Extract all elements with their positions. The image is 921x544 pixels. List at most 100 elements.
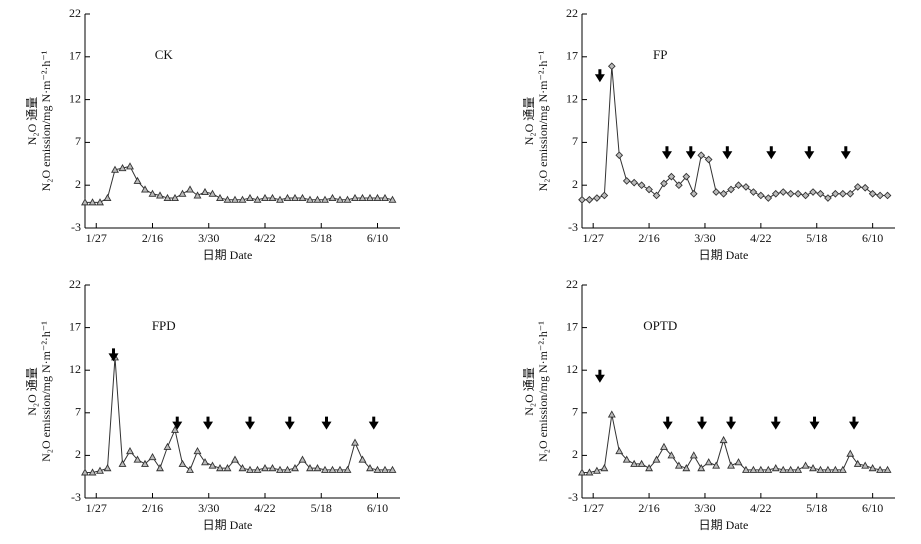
data-point (823, 465, 832, 473)
data-point (756, 465, 765, 473)
data-point (81, 468, 89, 476)
data-point (283, 465, 292, 473)
data-point (704, 155, 713, 164)
data-point (186, 185, 194, 193)
data-point (876, 191, 884, 200)
fertilization-arrow (840, 146, 851, 160)
x-tick-label: 6/10 (367, 501, 388, 515)
data-point (276, 465, 284, 473)
y-axis-label: N₂O 通量 (25, 97, 39, 146)
data-point (261, 464, 269, 472)
x-tick-label: 4/22 (750, 231, 771, 245)
data-point (719, 435, 728, 444)
data-point (846, 449, 855, 457)
y-tick-label: 17 (566, 49, 578, 63)
data-point (381, 193, 389, 202)
fertilization-arrow (849, 416, 860, 430)
fertilization-arrow (284, 416, 295, 430)
data-point (133, 455, 142, 463)
y-tick-label: 12 (566, 91, 578, 105)
fertilization-arrow (368, 416, 379, 430)
data-point (868, 189, 877, 198)
data-point (831, 189, 840, 198)
data-point (88, 198, 97, 206)
data-point (868, 464, 877, 472)
data-point (689, 189, 698, 198)
data-point (156, 191, 164, 199)
y-axis-label: N₂O emission/mg N·m⁻²·h⁻¹ (39, 50, 53, 191)
data-point (96, 198, 104, 206)
data-point (156, 464, 164, 472)
data-point (883, 191, 892, 200)
chart-title: CK (155, 47, 174, 62)
fertilization-arrow (722, 146, 733, 160)
data-point (660, 179, 668, 188)
y-tick-label: 12 (69, 91, 81, 105)
data-point (373, 193, 382, 202)
y-tick-label: -3 (71, 220, 81, 234)
data-point (652, 191, 661, 200)
data-point (313, 195, 322, 203)
data-point (861, 183, 870, 192)
x-tick-label: 3/30 (694, 501, 715, 515)
data-point (216, 464, 224, 472)
data-point (148, 189, 157, 197)
fertilization-arrow (662, 416, 673, 430)
data-point (674, 461, 683, 469)
data-point (103, 193, 112, 202)
data-point (201, 187, 209, 196)
y-tick-label: 2 (75, 447, 81, 461)
data-point (727, 185, 735, 194)
data-point (313, 464, 322, 472)
data-point (779, 465, 788, 473)
data-point (585, 195, 594, 204)
data-point (719, 189, 728, 198)
y-axis-label: N₂O emission/mg N·m⁻²·h⁻¹ (39, 321, 53, 462)
data-point (749, 465, 758, 473)
data-point (141, 185, 149, 193)
data-point (223, 195, 232, 203)
data-point (351, 438, 359, 446)
data-point (96, 466, 104, 474)
x-axis-label: 日期 Date (699, 518, 749, 532)
data-point (118, 163, 127, 172)
x-tick-label: 1/27 (583, 231, 604, 245)
data-point (816, 189, 825, 198)
x-tick-label: 4/22 (750, 501, 771, 515)
x-tick-label: 2/16 (142, 501, 163, 515)
data-point (809, 464, 817, 472)
data-point (794, 465, 803, 473)
fertilization-arrow (726, 416, 737, 430)
fertilization-arrow (594, 69, 605, 83)
y-tick-label: 2 (75, 177, 81, 191)
fertilization-arrow (766, 146, 777, 160)
x-axis-label: 日期 Date (203, 518, 253, 532)
data-point (141, 459, 149, 467)
x-tick-label: 2/16 (142, 231, 163, 245)
x-axis-label: 日期 Date (699, 248, 749, 262)
fertilization-arrow (685, 146, 696, 160)
data-point (794, 189, 802, 198)
data-point (801, 461, 810, 469)
data-point (223, 464, 232, 472)
fertilization-arrow (661, 146, 672, 160)
x-tick-label: 1/27 (86, 231, 107, 245)
data-point (592, 466, 601, 474)
data-point (578, 195, 586, 204)
data-point (208, 189, 217, 197)
data-point (697, 151, 706, 160)
data-point (600, 464, 609, 472)
data-point (126, 162, 134, 170)
x-tick-label: 3/30 (198, 231, 219, 245)
data-point (689, 451, 698, 459)
y-tick-label: 22 (566, 277, 578, 291)
y-axis-label: N₂O 通量 (25, 367, 39, 416)
data-point (607, 62, 616, 71)
y-tick-label: 2 (572, 447, 578, 461)
data-point (801, 191, 810, 200)
series-line (85, 165, 393, 203)
data-point (306, 195, 314, 203)
data-point (667, 172, 676, 181)
chart-title: FPD (152, 318, 176, 333)
